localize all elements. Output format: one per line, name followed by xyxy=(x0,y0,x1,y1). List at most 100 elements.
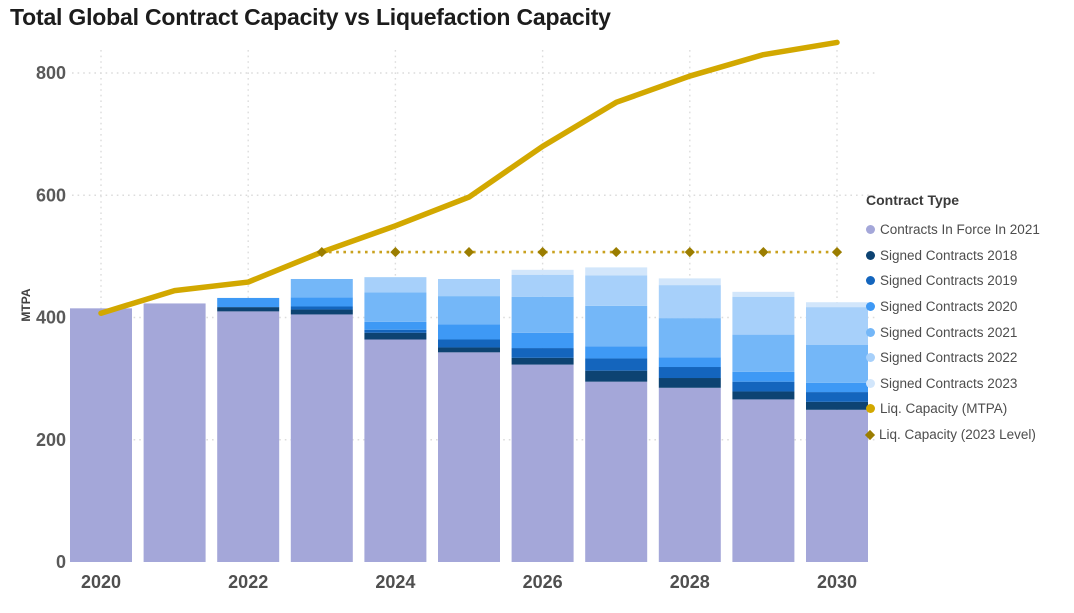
bar-segment[interactable] xyxy=(364,321,427,330)
bar-segment[interactable] xyxy=(511,332,574,349)
x-tick-label: 2020 xyxy=(81,572,121,592)
bar-segment[interactable] xyxy=(511,269,574,275)
bar-segment[interactable] xyxy=(658,357,721,368)
bar-segment[interactable] xyxy=(217,297,280,308)
bar-segment[interactable] xyxy=(732,296,795,335)
circle-icon xyxy=(866,250,875,260)
legend-item-liq-capacity-2023-level[interactable]: Liq. Capacity (2023 Level) xyxy=(864,422,1071,448)
bar-segment[interactable] xyxy=(364,292,427,322)
bar-segment[interactable] xyxy=(217,307,280,312)
legend-item-label: Signed Contracts 2022 xyxy=(880,350,1018,366)
bar-segment[interactable] xyxy=(658,387,721,562)
bar-segment[interactable] xyxy=(585,305,648,347)
x-tick-label: 2022 xyxy=(228,572,268,592)
bar-segment[interactable] xyxy=(732,381,795,392)
bar-segment[interactable] xyxy=(70,308,132,562)
bar-segment[interactable] xyxy=(585,381,648,562)
circle-icon xyxy=(866,276,875,286)
diamond-icon xyxy=(864,429,876,440)
legend-item-label: Signed Contracts 2018 xyxy=(880,247,1018,263)
y-tick-label: 200 xyxy=(36,430,66,450)
diamond-marker-icon xyxy=(390,247,401,258)
y-tick-label: 400 xyxy=(36,308,66,328)
bar-segment[interactable] xyxy=(658,318,721,358)
legend-item-signed-contracts-2020[interactable]: Signed Contracts 2020 xyxy=(866,294,1071,320)
bar-segment[interactable] xyxy=(732,391,795,400)
circle-icon xyxy=(866,302,875,312)
bar-segment[interactable] xyxy=(732,291,795,297)
bar-segment[interactable] xyxy=(658,378,721,388)
legend-item-signed-contracts-2022[interactable]: Signed Contracts 2022 xyxy=(866,345,1071,371)
legend-item-contracts-in-force-in-2021[interactable]: Contracts In Force In 2021 xyxy=(866,217,1071,243)
x-tick-label: 2028 xyxy=(670,572,710,592)
bar-segment[interactable] xyxy=(438,339,500,348)
legend-item-label: Signed Contracts 2021 xyxy=(880,324,1018,340)
bar-segment[interactable] xyxy=(364,329,427,333)
bar-segment[interactable] xyxy=(290,309,353,315)
bar-segment[interactable] xyxy=(290,314,353,562)
x-tick-label: 2024 xyxy=(375,572,415,592)
bar-segment[interactable] xyxy=(438,278,500,297)
bar-segment[interactable] xyxy=(585,370,648,382)
circle-icon xyxy=(866,353,875,363)
legend-item-label: Signed Contracts 2019 xyxy=(880,273,1018,289)
bar-segment[interactable] xyxy=(364,339,427,562)
circle-icon xyxy=(866,404,875,414)
bar-segment[interactable] xyxy=(290,278,353,298)
chart-title: Total Global Contract Capacity vs Liquef… xyxy=(10,4,611,30)
bar-segment[interactable] xyxy=(806,302,868,308)
y-tick-label: 0 xyxy=(56,552,66,572)
bar-segment[interactable] xyxy=(585,346,648,359)
bar-segment[interactable] xyxy=(585,275,648,306)
legend-item-label: Liq. Capacity (2023 Level) xyxy=(879,427,1036,443)
circle-icon xyxy=(866,378,875,388)
bar-segment[interactable] xyxy=(732,334,795,372)
diamond-marker-icon xyxy=(684,247,695,258)
diamond-marker-icon xyxy=(758,247,769,258)
bar-segment[interactable] xyxy=(290,306,353,310)
bar-segment[interactable] xyxy=(511,274,574,297)
legend-item-liq-capacity-mtpa[interactable]: Liq. Capacity (MTPA) xyxy=(866,396,1071,422)
diamond-marker-icon xyxy=(316,247,327,258)
circle-icon xyxy=(866,225,875,235)
bar-segment[interactable] xyxy=(438,324,500,340)
bar-segment[interactable] xyxy=(585,358,648,371)
legend-item-label: Signed Contracts 2023 xyxy=(880,375,1018,391)
legend-item-signed-contracts-2019[interactable]: Signed Contracts 2019 xyxy=(866,268,1071,294)
bar-segment[interactable] xyxy=(806,392,868,402)
legend-item-signed-contracts-2021[interactable]: Signed Contracts 2021 xyxy=(866,319,1071,345)
bar-segment[interactable] xyxy=(806,382,868,393)
bar-segment[interactable] xyxy=(511,348,574,358)
bar-segment[interactable] xyxy=(806,307,868,346)
diamond-marker-icon xyxy=(463,247,475,258)
bar-segment[interactable] xyxy=(438,352,500,562)
legend-item-label: Signed Contracts 2020 xyxy=(880,299,1018,315)
y-tick-label: 800 xyxy=(36,63,66,83)
liq-capacity-line[interactable] xyxy=(98,39,840,316)
bar-segment[interactable] xyxy=(732,399,795,562)
bar-segment[interactable] xyxy=(511,296,574,333)
bar-segment[interactable] xyxy=(658,285,721,319)
bar-segment[interactable] xyxy=(217,311,280,562)
bar-segment[interactable] xyxy=(658,367,721,379)
bar-segment[interactable] xyxy=(585,267,648,276)
bar-segment[interactable] xyxy=(511,364,574,562)
bar-segment[interactable] xyxy=(290,297,353,307)
bar-segment[interactable] xyxy=(364,332,427,340)
y-axis-title: MTPA xyxy=(19,288,33,321)
bar-segment[interactable] xyxy=(806,401,868,410)
bar-segment[interactable] xyxy=(806,345,868,383)
bar-segment[interactable] xyxy=(658,278,721,286)
bar-segment[interactable] xyxy=(438,347,500,353)
bar-segment[interactable] xyxy=(438,296,500,325)
bar-segment[interactable] xyxy=(364,277,427,293)
bar-segment[interactable] xyxy=(143,303,206,562)
legend-item-signed-contracts-2023[interactable]: Signed Contracts 2023 xyxy=(866,371,1071,397)
x-tick-label: 2030 xyxy=(817,572,857,592)
legend-title: Contract Type xyxy=(866,192,960,208)
bar-segment[interactable] xyxy=(732,371,795,382)
bar-segment[interactable] xyxy=(511,357,574,365)
legend-item-signed-contracts-2018[interactable]: Signed Contracts 2018 xyxy=(866,243,1071,269)
bar-segment[interactable] xyxy=(806,409,868,562)
